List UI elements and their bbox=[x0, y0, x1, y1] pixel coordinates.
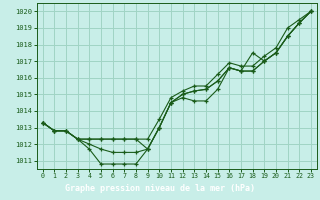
Text: Graphe pression niveau de la mer (hPa): Graphe pression niveau de la mer (hPa) bbox=[65, 184, 255, 193]
